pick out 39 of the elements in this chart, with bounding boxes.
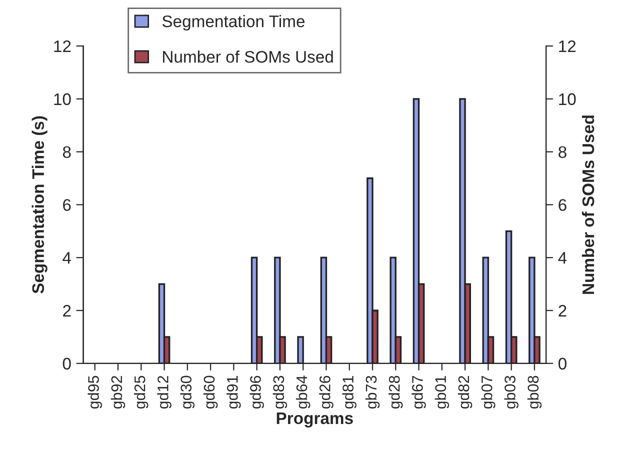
x-tick-label: gd91 xyxy=(226,376,241,409)
y2-tick-label: 0 xyxy=(558,358,566,370)
x-tick-label: gb03 xyxy=(504,376,518,409)
x-tick-label: gb64 xyxy=(296,376,310,409)
y2-tick-label: 12 xyxy=(559,40,576,52)
x-tick-label: gd96 xyxy=(250,376,264,409)
y2-tick-label: 4 xyxy=(558,252,567,264)
x-axis-title: Programs xyxy=(276,412,353,428)
x-tick-label: gd82 xyxy=(458,376,472,409)
y-tick-label: 10 xyxy=(54,93,71,106)
x-tick-label: gb92 xyxy=(110,376,126,409)
y2-tick-label: 8 xyxy=(558,146,566,158)
x-tick-label: gd30 xyxy=(180,376,195,409)
x-tick-label: gb08 xyxy=(527,376,542,409)
y-tick-label: 8 xyxy=(62,146,71,158)
y-tick-label: 12 xyxy=(54,40,71,52)
y-tick-label: 6 xyxy=(63,199,71,211)
y2-tick-label: 10 xyxy=(559,93,576,106)
x-tick-label: gd83 xyxy=(272,376,288,409)
y2-tick-label: 2 xyxy=(558,304,566,317)
y-tick-label: 2 xyxy=(63,304,71,317)
x-tick-label: gd26 xyxy=(319,376,334,409)
y-axis-title: Segmentation Time (s) xyxy=(32,116,48,294)
x-tick-label: gb07 xyxy=(481,376,496,409)
x-tick-label: gd25 xyxy=(134,376,148,409)
y-tick-label: 4 xyxy=(62,252,71,264)
legend-label: Segmentation Time xyxy=(162,15,305,31)
legend-label: Number of SOMs Used xyxy=(163,50,333,63)
x-tick-label: gd28 xyxy=(388,376,403,409)
x-tick-label: gb01 xyxy=(434,376,450,409)
x-tick-label: gd67 xyxy=(412,376,426,409)
x-tick-label: gd60 xyxy=(203,376,218,409)
x-tick-label: gd95 xyxy=(88,376,102,409)
y2-axis-title: Number of SOMs Used xyxy=(582,116,594,294)
x-tick-label: gd12 xyxy=(157,376,172,409)
y-tick-label: 0 xyxy=(62,358,71,370)
x-tick-label: gd81 xyxy=(342,376,356,409)
x-tick-label: gb73 xyxy=(365,376,380,409)
y2-tick-label: 6 xyxy=(558,199,566,211)
